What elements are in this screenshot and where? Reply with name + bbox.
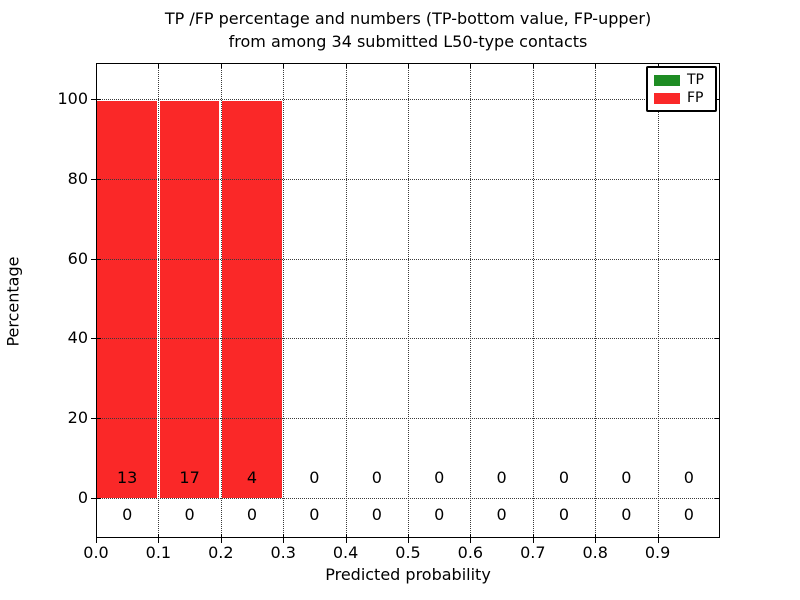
- x-tick-mark: [220, 534, 222, 543]
- fp-count-label: 0: [621, 468, 632, 488]
- tp-count-label: 0: [683, 505, 694, 525]
- fp-count-label: 0: [683, 468, 694, 488]
- x-gridline: [283, 64, 285, 537]
- legend: TP FP: [646, 66, 717, 112]
- x-tick-mark: [408, 534, 409, 543]
- fp-count-label: 0: [309, 468, 320, 488]
- x-tick-label: 0.0: [83, 543, 109, 562]
- x-tick-label: 0.3: [270, 543, 296, 562]
- y-tick-mark: [91, 498, 101, 500]
- y-tick-mark-right: [715, 98, 719, 100]
- legend-item-fp: FP: [654, 90, 709, 106]
- x-gridline: [158, 64, 160, 537]
- chart-title-line2: from among 34 submitted L50-type contact…: [228, 32, 588, 51]
- tp-count-label: 0: [309, 505, 320, 525]
- tp-count-label: 0: [558, 505, 570, 525]
- x-tick-mark-top: [595, 64, 597, 68]
- tp-count-label: 0: [496, 505, 507, 525]
- x-tick-label: 0.6: [457, 543, 484, 562]
- fp-count-label: 17: [179, 468, 200, 488]
- x-tick-label: 0.7: [520, 543, 546, 562]
- x-tick-label: 0.2: [208, 543, 234, 562]
- tp-count-label: 0: [246, 505, 258, 525]
- legend-item-tp: TP: [654, 72, 709, 88]
- x-tick-mark: [158, 534, 160, 543]
- tp-count-label: 0: [434, 505, 445, 525]
- fp-count-label: 0: [558, 468, 570, 488]
- y-tick-label: 100: [57, 88, 88, 108]
- tp-count-label: 0: [371, 505, 382, 525]
- x-tick-mark-top: [408, 64, 409, 68]
- x-gridline: [345, 64, 347, 537]
- x-tick-mark-top: [470, 64, 472, 68]
- tp-count-label: 0: [184, 505, 195, 525]
- y-tick-label: 80: [67, 168, 88, 188]
- chart-title-line1: TP /FP percentage and numbers (TP-bottom…: [164, 9, 652, 28]
- x-tick-mark-top: [283, 64, 285, 68]
- x-tick-mark: [595, 534, 597, 543]
- y-tick-mark: [91, 178, 101, 180]
- y-tick-label: 20: [67, 408, 88, 428]
- x-tick-mark-top: [158, 64, 160, 68]
- x-gridline: [470, 64, 472, 537]
- y-tick-mark-right: [715, 338, 719, 340]
- x-tick-mark: [532, 534, 534, 543]
- y-tick-mark-right: [715, 258, 719, 260]
- fp-count-label: 13: [117, 468, 138, 488]
- x-axis-label: Predicted probability: [325, 565, 491, 584]
- legend-label-fp: FP: [687, 90, 704, 106]
- fp-bar: [222, 100, 282, 499]
- y-tick-mark: [91, 418, 101, 420]
- y-tick-mark: [91, 338, 101, 340]
- x-tick-mark: [96, 534, 97, 543]
- y-tick-label: 60: [67, 248, 88, 268]
- tp-count-label: 0: [122, 505, 133, 525]
- fp-bar: [159, 100, 220, 499]
- x-gridline: [532, 64, 534, 537]
- x-tick-label: 0.5: [395, 543, 421, 562]
- fp-bar: [97, 100, 157, 499]
- fp-count-label: 4: [246, 468, 258, 488]
- x-tick-mark-top: [532, 64, 534, 68]
- fp-count-label: 0: [496, 468, 507, 488]
- y-tick-label: 40: [67, 328, 88, 348]
- fp-count-label: 0: [434, 468, 445, 488]
- y-axis-label: Percentage: [3, 256, 23, 347]
- x-tick-mark: [283, 534, 285, 543]
- x-tick-mark-top: [345, 64, 347, 68]
- x-gridline: [595, 64, 597, 537]
- y-tick-mark-right: [715, 498, 719, 500]
- x-gridline: [657, 64, 659, 537]
- x-tick-mark-top: [220, 64, 222, 68]
- x-tick-label: 0.4: [332, 543, 359, 562]
- x-tick-mark: [657, 534, 659, 543]
- x-tick-mark: [345, 534, 347, 543]
- y-tick-mark: [91, 98, 101, 100]
- x-gridline: [408, 64, 409, 537]
- y-tick-mark-right: [715, 178, 719, 180]
- x-tick-mark: [470, 534, 472, 543]
- y-tick-mark: [91, 258, 101, 260]
- y-tick-mark-right: [715, 418, 719, 420]
- fp-swatch-icon: [654, 92, 680, 104]
- x-tick-label: 0.8: [582, 543, 608, 562]
- y-tick-label: 0: [77, 488, 88, 508]
- x-gridline: [220, 64, 222, 537]
- tp-count-label: 0: [621, 505, 632, 525]
- x-tick-label: 0.9: [644, 543, 671, 562]
- tp-swatch-icon: [654, 74, 680, 86]
- x-tick-label: 0.1: [145, 543, 172, 562]
- fp-count-label: 0: [371, 468, 382, 488]
- legend-label-tp: TP: [687, 72, 704, 88]
